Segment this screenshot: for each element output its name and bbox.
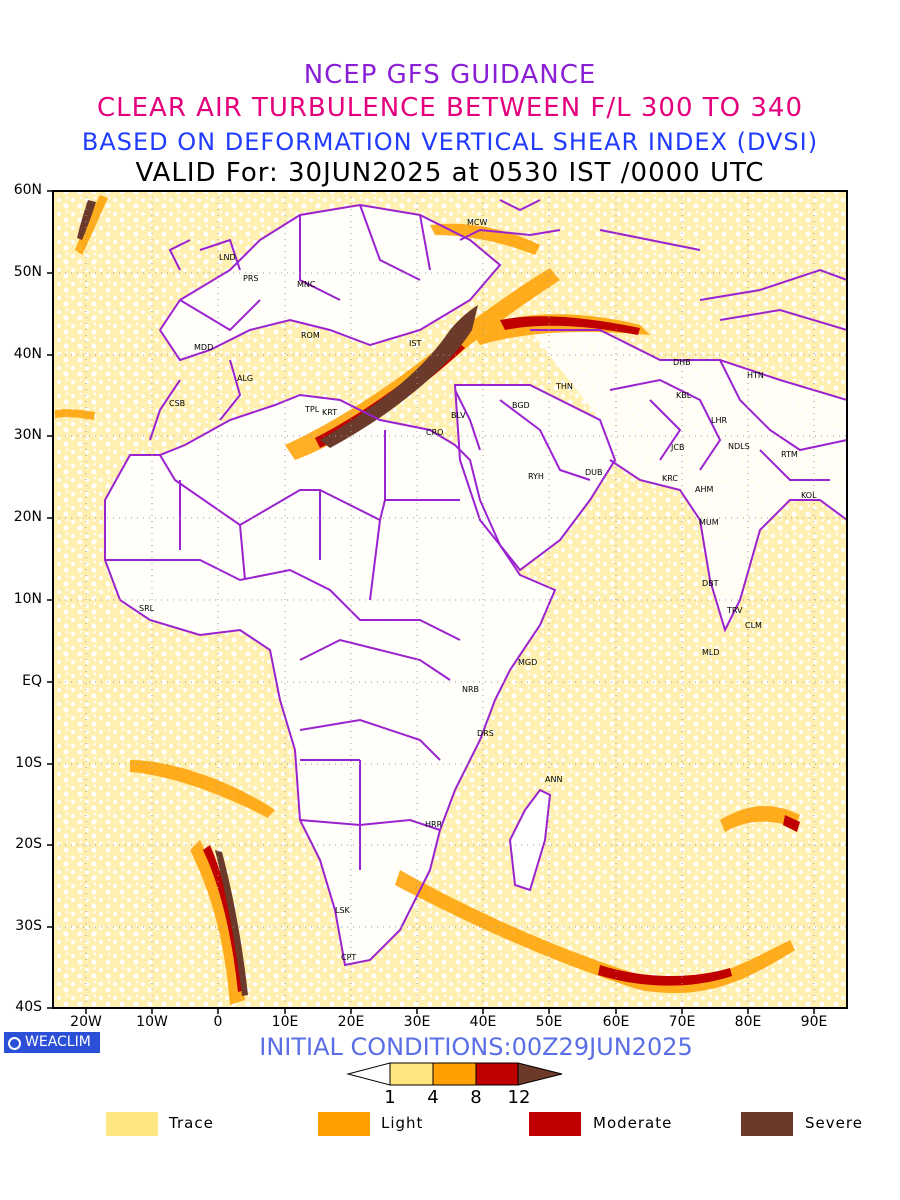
country-boundaries [104, 199, 847, 967]
city-label: LSK [335, 906, 350, 915]
legend-swatch-moderate [529, 1112, 581, 1136]
lon-label: 10E [271, 1014, 299, 1030]
city-label: MDD [194, 343, 214, 352]
title-method: BASED ON DEFORMATION VERTICAL SHEAR INDE… [81, 128, 819, 156]
colorbar [346, 1062, 563, 1086]
colorbar-over [517, 1062, 563, 1086]
city-label: AHM [695, 485, 714, 494]
legend-swatch-trace [106, 1112, 158, 1136]
city-label: KRC [662, 474, 678, 483]
city-label: BLV [451, 411, 466, 420]
lat-label: 40N [13, 346, 42, 362]
city-label: CPT [341, 953, 357, 962]
lon-label: 0 [213, 1014, 223, 1030]
city-label: ANN [545, 775, 563, 784]
lat-label: 30S [15, 918, 42, 934]
city-label: NRB [462, 685, 480, 694]
asia-land [530, 330, 847, 630]
city-label: PRS [243, 274, 259, 283]
city-label: MCW [467, 218, 488, 227]
colorbar-under [346, 1062, 391, 1086]
legend-label-severe: Severe [805, 1114, 863, 1132]
city-label: HRR [425, 820, 443, 829]
colorbar-tick: 1 [384, 1087, 396, 1108]
logo-text: WEACLIM [25, 1034, 91, 1050]
lat-label: 40S [15, 999, 42, 1015]
lat-label: 50N [13, 264, 42, 280]
lon-label: 20E [337, 1014, 365, 1030]
lat-label: 20N [13, 509, 42, 525]
city-label: MLD [702, 648, 720, 657]
colorbar-bin-1 [389, 1062, 434, 1086]
colorbar-tick: 12 [507, 1087, 531, 1108]
lon-label: 20W [70, 1014, 102, 1030]
city-label: IST [409, 339, 422, 348]
city-label: DUB [585, 468, 603, 477]
graticule [53, 191, 847, 1008]
city-label: THN [556, 382, 573, 391]
city-label: TPL [305, 405, 320, 414]
legend-label-light: Light [381, 1114, 424, 1132]
madagascar-land [510, 790, 550, 890]
weaclim-logo: WEACLIM [4, 1032, 100, 1053]
lon-label: 50E [535, 1014, 563, 1030]
lat-label: 60N [13, 182, 42, 198]
globe-icon [8, 1037, 21, 1050]
colorbar-bin-2 [432, 1062, 477, 1086]
city-label: CLM [745, 621, 762, 630]
lat-label: 10N [13, 591, 42, 607]
city-label: TRV [727, 606, 743, 615]
city-label: CRO [426, 428, 444, 437]
lon-label: 90E [800, 1014, 828, 1030]
city-label: ALG [237, 374, 254, 383]
city-label: JCB [671, 443, 685, 452]
title-product: NCEP GFS GUIDANCE [303, 60, 597, 90]
legend-swatch-severe [741, 1112, 793, 1136]
colorbar-tick: 8 [470, 1087, 482, 1108]
lon-label: 30E [403, 1014, 431, 1030]
severe-turbulence-areas [77, 200, 478, 996]
arabia-land [455, 385, 615, 570]
title-valid-time: VALID For: 30JUN2025 at 0530 IST /0000 U… [135, 158, 765, 188]
map-plot-area [53, 191, 847, 1008]
axis-ticks [47, 190, 815, 1014]
city-label: KRT [322, 408, 338, 417]
lat-label: 30N [13, 427, 42, 443]
lon-label: 10W [136, 1014, 168, 1030]
legend-swatch-light [318, 1112, 370, 1136]
city-label: DBT [702, 579, 719, 588]
lon-label: 60E [602, 1014, 630, 1030]
colorbar-tick: 4 [427, 1087, 439, 1108]
city-label: LND [219, 253, 236, 262]
city-label: CSB [169, 399, 186, 408]
lat-label: 10S [15, 755, 42, 771]
europe-land [160, 205, 500, 360]
city-label: MUM [699, 518, 719, 527]
city-label: HTN [747, 371, 764, 380]
colorbar-bin-3 [475, 1062, 519, 1086]
city-label: LHR [711, 416, 728, 425]
city-label: DRS [477, 729, 494, 738]
lat-label: 20S [15, 836, 42, 852]
city-label: ROM [301, 331, 320, 340]
city-label: RTM [781, 450, 798, 459]
city-label: DHB [673, 358, 691, 367]
lon-label: 80E [734, 1014, 762, 1030]
initial-conditions: INITIAL CONDITIONS:00Z29JUN2025 [259, 1033, 693, 1061]
city-label: KOL [801, 491, 817, 500]
title-parameter: CLEAR AIR TURBULENCE BETWEEN F/L 300 TO … [96, 93, 804, 123]
city-label: RYH [528, 472, 544, 481]
lon-label: 70E [668, 1014, 696, 1030]
city-label: SRL [139, 604, 155, 613]
city-label: BGD [512, 401, 530, 410]
lat-label: EQ [22, 673, 42, 689]
city-label: KBL [676, 391, 692, 400]
city-label: MGD [518, 658, 538, 667]
legend-label-trace: Trace [169, 1114, 214, 1132]
city-label: NDLS [728, 442, 750, 451]
city-label: MNC [297, 280, 316, 289]
legend-label-moderate: Moderate [593, 1114, 673, 1132]
lon-label: 40E [469, 1014, 497, 1030]
